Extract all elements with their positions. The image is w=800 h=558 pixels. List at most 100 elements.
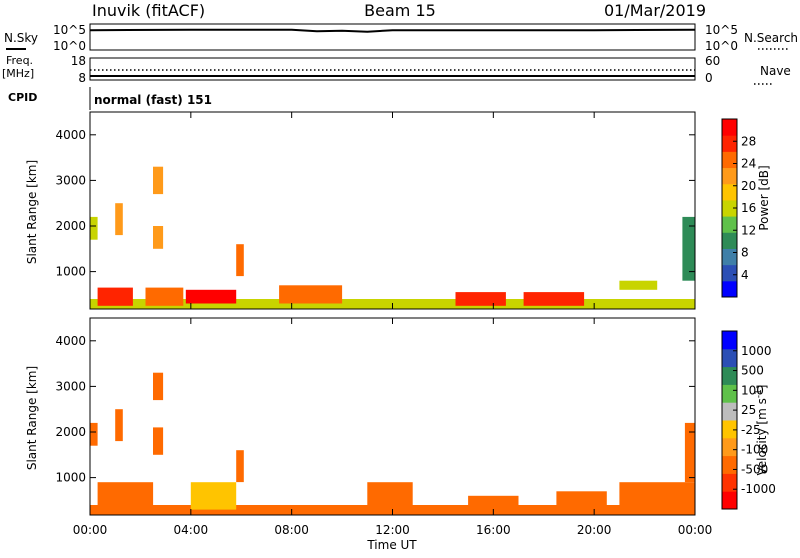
colorbar-swatch bbox=[722, 216, 737, 233]
nsky-frame bbox=[89, 23, 696, 51]
nsearch-label: N.Search bbox=[744, 31, 798, 45]
colorbar-tick-label: 100 bbox=[741, 383, 764, 397]
y-tick-label: 2000 bbox=[55, 425, 86, 439]
heatmap-cell bbox=[115, 203, 123, 236]
x-tick-label: 08:00 bbox=[274, 523, 309, 537]
colorbar-swatch bbox=[722, 455, 737, 474]
station-title: Inuvik (fitACF) bbox=[92, 1, 205, 20]
freq-unit-label: [MHz] bbox=[2, 67, 34, 80]
power-colorbar: 28 24 20 16 12 8 4 bbox=[721, 118, 756, 298]
x-tick-label: 00:00 bbox=[73, 523, 108, 537]
colorbar-tick-label: -500 bbox=[741, 462, 768, 476]
colorbar-swatch bbox=[722, 232, 737, 249]
velocity-background bbox=[90, 318, 695, 515]
velocity-panel: 4000 3000 2000 1000 Slant Range [km] 1000 50… bbox=[25, 317, 776, 516]
heatmap-cell bbox=[97, 287, 133, 306]
nsky-panel: N.Sky 10^5 10^0 10^5 10^0 N.Search bbox=[4, 23, 798, 53]
heatmap-cell bbox=[97, 482, 154, 512]
time-axis: 00:00 04:00 08:00 12:00 16:00 20:00 00:00 bbox=[73, 112, 713, 537]
heatmap-cell bbox=[468, 495, 519, 512]
heatmap-cell bbox=[236, 244, 244, 277]
xaxis-label: Time UT bbox=[366, 538, 417, 552]
velocity-colorbar-label-sup: -1 bbox=[754, 389, 764, 398]
velocity-y-ticks: 4000 3000 2000 1000 bbox=[55, 334, 695, 485]
colorbar-swatch bbox=[722, 183, 737, 201]
nave-tick-bottom: 0 bbox=[705, 71, 713, 85]
colorbar-swatch bbox=[722, 384, 737, 403]
nsky-label: N.Sky bbox=[4, 31, 38, 45]
colorbar-tick-label: 8 bbox=[741, 246, 749, 260]
date-title: 01/Mar/2019 bbox=[604, 1, 706, 20]
power-ylabel: Slant Range [km] bbox=[25, 160, 39, 264]
colorbar-swatch bbox=[722, 280, 737, 298]
heatmap-cell bbox=[115, 409, 123, 442]
heatmap-cell bbox=[153, 166, 164, 195]
colorbar-swatch bbox=[722, 248, 737, 266]
colorbar-tick-label: 16 bbox=[741, 201, 756, 215]
colorbar-frame bbox=[721, 330, 738, 510]
heatmap-cell bbox=[455, 292, 506, 306]
colorbar-swatch bbox=[722, 402, 737, 421]
colorbar-swatch bbox=[722, 473, 737, 492]
heatmap-cell bbox=[682, 216, 695, 281]
power-colorbar-label: Power [dB] bbox=[757, 165, 771, 230]
heatmap-cell bbox=[153, 226, 164, 249]
colorbar-tick-label: 25 bbox=[741, 403, 756, 417]
nsky-series-line bbox=[89, 28, 696, 33]
y-tick-label: 1000 bbox=[55, 471, 86, 485]
x-tick-label: 00:00 bbox=[678, 523, 713, 537]
freq-frame bbox=[89, 57, 696, 81]
nave-label: Nave bbox=[760, 64, 791, 78]
heatmap-cell bbox=[90, 422, 98, 446]
heatmap-cell bbox=[90, 216, 98, 240]
x-tick-label: 20:00 bbox=[577, 523, 612, 537]
nsearch-tick-top: 10^5 bbox=[705, 23, 738, 37]
freq-tick-top: 18 bbox=[71, 54, 86, 68]
heatmap-cell bbox=[190, 482, 237, 510]
colorbar-swatch bbox=[722, 135, 737, 152]
velocity-ylabel: Slant Range [km] bbox=[25, 366, 39, 470]
nsearch-tick-bottom: 10^0 bbox=[705, 39, 738, 53]
heatmap-cell bbox=[523, 292, 585, 306]
colorbar-swatch bbox=[722, 167, 737, 185]
heatmap-cell bbox=[153, 372, 164, 401]
colorbar-swatch bbox=[722, 420, 737, 439]
x-tick-label: 04:00 bbox=[174, 523, 209, 537]
power-background bbox=[90, 112, 695, 309]
cpid-panel: CPID normal (fast) 151 bbox=[8, 87, 212, 110]
heatmap-cell bbox=[279, 285, 343, 304]
velocity-colorbar-label: Velocity [m s-1] bbox=[754, 385, 769, 476]
x-tick-label: 16:00 bbox=[476, 523, 511, 537]
nsky-tick-top: 10^5 bbox=[53, 23, 86, 37]
colorbar-swatch bbox=[722, 119, 737, 136]
cpid-program: normal (fast) 151 bbox=[94, 93, 212, 107]
y-tick-label: 3000 bbox=[55, 173, 86, 187]
nsky-tick-bottom: 10^0 bbox=[53, 39, 86, 53]
colorbar-swatch bbox=[722, 348, 737, 368]
y-tick-label: 2000 bbox=[55, 219, 86, 233]
colorbar-swatch bbox=[722, 491, 737, 510]
colorbar-swatch bbox=[722, 199, 737, 217]
colorbar-swatch bbox=[722, 264, 737, 282]
colorbar-tick-label: 4 bbox=[741, 268, 749, 282]
heatmap-cell bbox=[367, 482, 413, 510]
colorbar-tick-label: -25 bbox=[741, 423, 761, 437]
power-panel: 4000 3000 2000 1000 Slant Range [km] 28 24 20… bbox=[25, 111, 771, 310]
heatmap-cell bbox=[556, 491, 607, 512]
velocity-colorbar: 1000 500 100 25 -25 -100 -500 -1000 bbox=[721, 330, 776, 510]
colorbar-tick-label: 500 bbox=[741, 364, 764, 378]
cpid-label: CPID bbox=[8, 91, 37, 104]
colorbar-tick-label: -1000 bbox=[741, 482, 776, 496]
velocity-colorbar-label-end: ] bbox=[755, 385, 769, 390]
colorbar-tick-label: 20 bbox=[741, 179, 756, 193]
colorbar-swatch bbox=[722, 331, 737, 350]
colorbar-swatch bbox=[722, 437, 737, 457]
heatmap-cell bbox=[145, 287, 184, 306]
heatmap-cell bbox=[185, 289, 237, 304]
power-y-ticks: 4000 3000 2000 1000 bbox=[55, 128, 695, 279]
y-tick-label: 4000 bbox=[55, 128, 86, 142]
colorbar-tick-label: 12 bbox=[741, 223, 756, 237]
colorbar-swatch bbox=[722, 366, 737, 385]
heatmap-cell bbox=[619, 482, 695, 505]
colorbar-tick-label: 1000 bbox=[741, 344, 772, 358]
